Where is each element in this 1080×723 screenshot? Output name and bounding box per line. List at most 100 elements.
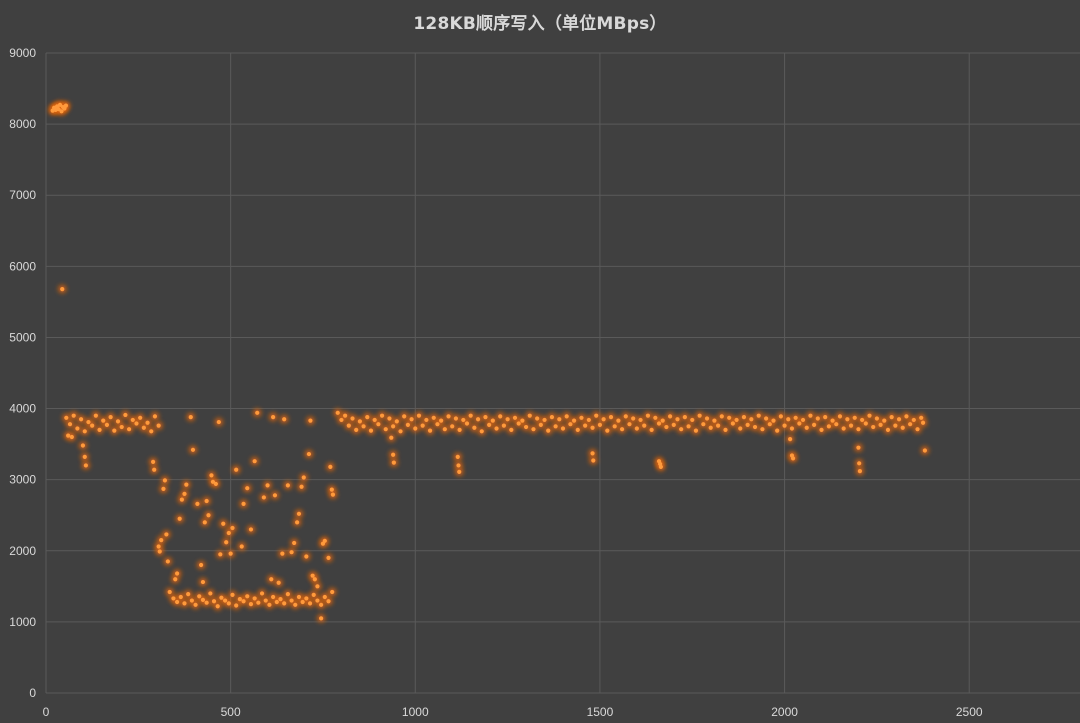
data-point xyxy=(97,427,102,432)
data-point xyxy=(200,597,206,602)
data-point xyxy=(182,491,187,496)
data-point xyxy=(826,424,831,429)
data-point xyxy=(285,483,290,488)
data-point xyxy=(830,418,835,423)
data-point xyxy=(594,413,599,418)
data-point xyxy=(642,423,647,428)
data-point xyxy=(130,417,135,423)
data-point xyxy=(193,602,198,607)
data-point xyxy=(226,530,231,536)
data-point xyxy=(823,414,828,420)
data-point xyxy=(919,415,924,420)
data-point xyxy=(863,421,868,426)
data-point xyxy=(379,413,385,418)
data-point xyxy=(468,413,473,418)
data-point xyxy=(788,437,793,442)
y-tick-label: 9000 xyxy=(9,46,36,60)
data-point xyxy=(241,501,246,506)
data-point xyxy=(368,428,374,433)
data-point xyxy=(716,423,721,428)
data-point xyxy=(150,459,156,464)
data-point xyxy=(857,469,863,474)
data-point xyxy=(837,414,843,419)
data-point xyxy=(218,552,223,557)
data-point xyxy=(330,589,335,595)
data-point xyxy=(241,599,246,604)
data-point xyxy=(475,417,481,422)
data-point xyxy=(616,418,621,423)
data-point xyxy=(667,414,673,419)
data-point xyxy=(190,447,196,452)
data-point xyxy=(435,422,440,427)
data-point xyxy=(461,417,466,423)
data-point xyxy=(775,428,780,433)
data-point xyxy=(590,425,595,430)
data-point xyxy=(590,451,595,456)
data-point xyxy=(326,599,331,604)
data-point xyxy=(200,579,206,585)
data-point xyxy=(394,419,399,424)
data-point xyxy=(553,424,558,429)
data-point xyxy=(239,544,244,549)
x-tick-label: 2000 xyxy=(771,705,798,719)
data-point xyxy=(112,428,117,433)
data-point xyxy=(749,417,754,422)
data-point xyxy=(245,486,250,491)
data-point xyxy=(490,418,495,423)
data-point xyxy=(512,415,518,420)
data-point xyxy=(115,419,121,424)
data-point xyxy=(224,540,229,545)
data-point xyxy=(319,602,324,607)
data-point xyxy=(354,427,359,432)
data-point xyxy=(871,424,876,430)
x-tick-label: 2500 xyxy=(956,705,983,719)
data-point xyxy=(156,544,161,549)
data-point xyxy=(416,413,422,418)
data-point xyxy=(623,414,628,419)
data-point xyxy=(708,425,713,430)
data-point xyxy=(427,428,433,433)
data-point xyxy=(126,427,132,432)
data-point xyxy=(679,427,684,432)
data-point xyxy=(223,598,228,603)
data-point xyxy=(560,426,566,431)
data-point xyxy=(361,424,366,429)
data-point xyxy=(738,426,743,431)
data-point xyxy=(161,486,166,492)
data-point xyxy=(272,493,278,498)
data-point xyxy=(211,599,217,604)
data-point xyxy=(494,426,499,431)
data-point xyxy=(771,418,776,423)
data-point xyxy=(293,602,298,607)
y-tick-label: 1000 xyxy=(9,615,36,629)
data-point xyxy=(387,416,392,421)
data-point xyxy=(307,601,313,606)
data-point xyxy=(304,554,309,559)
data-point xyxy=(583,423,588,428)
data-point xyxy=(104,422,110,428)
data-point xyxy=(911,417,916,423)
data-point xyxy=(693,428,699,433)
data-point xyxy=(455,454,460,460)
data-point xyxy=(289,598,294,603)
data-point xyxy=(171,596,176,601)
data-point xyxy=(852,415,857,420)
data-point xyxy=(365,414,370,420)
data-point xyxy=(922,448,928,453)
data-point xyxy=(741,414,747,420)
data-point xyxy=(727,415,732,420)
data-point xyxy=(350,416,355,421)
data-point xyxy=(308,418,313,423)
data-point xyxy=(271,414,276,420)
data-point xyxy=(182,601,187,606)
data-point xyxy=(549,414,555,420)
data-point xyxy=(226,601,231,606)
data-point xyxy=(605,428,610,433)
data-point xyxy=(619,427,625,432)
data-point xyxy=(245,594,250,599)
y-tick-label: 4000 xyxy=(9,402,36,416)
data-point xyxy=(638,417,643,423)
data-point xyxy=(790,456,796,461)
data-point xyxy=(259,591,265,596)
data-point xyxy=(586,417,591,423)
